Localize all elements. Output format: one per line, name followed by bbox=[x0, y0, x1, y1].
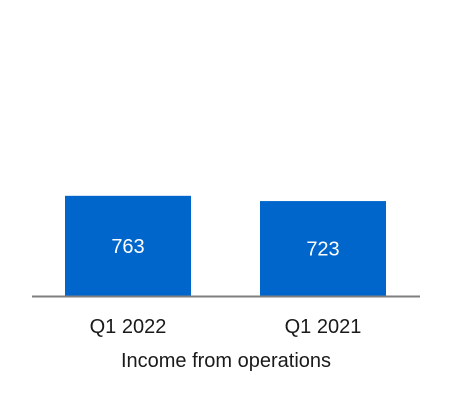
x-axis-title: Income from operations bbox=[121, 350, 331, 372]
bar-value-label: 723 bbox=[306, 239, 339, 261]
x-tick-label: Q1 2022 bbox=[90, 316, 167, 338]
bars-group: 763 Q1 2022 723 Q1 2021 bbox=[65, 195, 386, 338]
x-tick-label: Q1 2021 bbox=[285, 316, 362, 338]
bar-q1-2022 bbox=[65, 195, 191, 296]
bar-value-label: 763 bbox=[111, 236, 144, 258]
bar-q1-2021 bbox=[260, 201, 386, 296]
